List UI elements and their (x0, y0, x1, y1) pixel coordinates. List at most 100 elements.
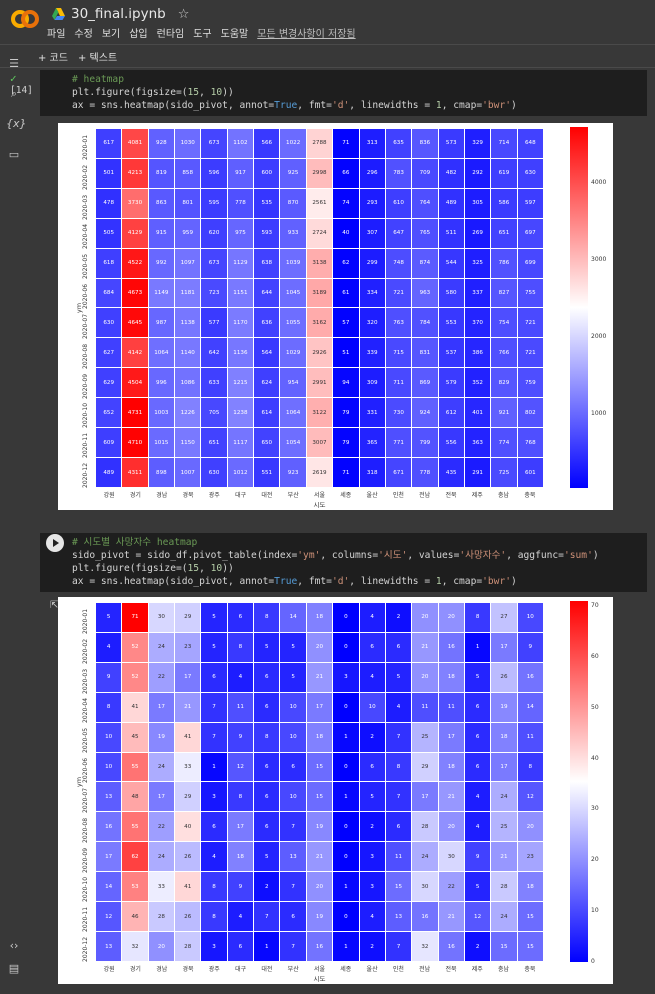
heatmap-cell: 29 (175, 603, 201, 632)
heatmap-cell: 2 (359, 722, 385, 752)
heatmap-cell: 721 (517, 338, 543, 368)
heatmap-cell: 8 (227, 632, 254, 662)
heatmap-cell: 4731 (122, 398, 148, 428)
add-code-button[interactable]: + 코드 (38, 53, 68, 64)
code-cell-1[interactable]: ✓ [14] # heatmap plt.figure(figsize=(15,… (10, 70, 647, 116)
x-tick-label: 경북 (182, 492, 194, 499)
menu-item[interactable]: 보기 (101, 29, 121, 40)
code-editor[interactable]: # heatmap plt.figure(figsize=(15, 10)) a… (40, 70, 647, 116)
terminal-icon[interactable]: ▤ (8, 962, 20, 975)
heatmap-cell: 8 (96, 692, 122, 722)
save-status[interactable]: 모든 변경사항이 저장됨 (257, 29, 356, 40)
left-sidebar: ☰ ⌕ {x} ▭ ‹› ▤ (0, 46, 28, 994)
heatmap-cell: 4504 (122, 368, 148, 398)
heatmap-cell: 21 (306, 662, 333, 692)
heatmap-cell: 8 (201, 872, 227, 902)
heatmap-cell: 651 (491, 218, 517, 248)
star-icon[interactable]: ☆ (177, 6, 190, 22)
heatmap-cell: 10 (96, 722, 122, 752)
colab-logo[interactable] (10, 8, 40, 30)
heatmap-cell: 5 (359, 782, 385, 812)
x-tick-label: 대전 (261, 492, 273, 499)
drive-icon (52, 8, 65, 20)
heatmap-cell: 638 (254, 248, 280, 278)
heatmap-grid: 617 4081 928 1030 673 1102 566 1022 2788 71 313 635… (96, 129, 543, 487)
add-text-button[interactable]: + 텍스트 (78, 53, 118, 64)
colorbar-tick: 50 (591, 703, 599, 711)
heatmap-cell: 511 (438, 218, 464, 248)
heatmap-cell: 577 (201, 308, 227, 338)
heatmap-cell: 10 (96, 752, 122, 782)
heatmap-cell: 6 (359, 632, 385, 662)
heatmap-cell: 619 (491, 158, 517, 188)
heatmap-cell: 10 (280, 722, 306, 752)
x-tick-label: 대구 (235, 966, 247, 973)
run-cell-button[interactable] (46, 534, 64, 552)
heatmap-cell: 14 (280, 603, 306, 632)
code-snippets-icon[interactable]: ‹› (9, 939, 19, 952)
heatmap-cell: 614 (254, 398, 280, 428)
heatmap-cell: 802 (517, 398, 543, 428)
heatmap-cell: 715 (385, 338, 412, 368)
heatmap-cell: 610 (385, 188, 412, 218)
menu-item[interactable]: 삽입 (129, 29, 148, 40)
search-icon[interactable]: ⌕ (10, 87, 18, 100)
heatmap-cell: 1012 (227, 458, 254, 487)
menu-item[interactable]: 런타임 (156, 29, 185, 40)
heatmap-grid: 5 71 30 29 5 6 8 14 18 0 4 2 20 20 8 27 10 4 52 24 23 5 8 5 5 20 0… (96, 603, 543, 961)
x-tick-label: 광주 (208, 492, 220, 499)
heatmap-cell: 331 (359, 398, 385, 428)
heatmap-cell: 32 (122, 932, 148, 961)
menu-item[interactable]: 도움말 (220, 29, 249, 40)
heatmap-cell: 642 (201, 338, 227, 368)
heatmap-cell: 1007 (175, 458, 201, 487)
menu-item[interactable]: 도구 (193, 29, 212, 40)
heatmap-cell: 26 (175, 902, 201, 932)
heatmap-cell: 4 (359, 902, 385, 932)
heatmap-cell: 55 (122, 752, 148, 782)
heatmap-cell: 6 (464, 752, 491, 782)
heatmap-cell: 52 (122, 632, 148, 662)
heatmap-cell: 8 (464, 603, 491, 632)
heatmap-cell: 799 (412, 428, 438, 458)
variables-icon[interactable]: {x} (6, 117, 27, 130)
heatmap-cell: 595 (201, 188, 227, 218)
heatmap-cell: 3 (201, 782, 227, 812)
heatmap-cell: 15 (517, 932, 543, 961)
output-menu-icon[interactable]: ⇱ (50, 600, 59, 611)
heatmap-cell: 923 (280, 458, 306, 487)
heatmap-cell: 71 (333, 129, 359, 158)
heatmap-cell: 3007 (306, 428, 333, 458)
menu-item[interactable]: 수정 (74, 29, 93, 40)
notebook-title[interactable]: 30_final.ipynb (71, 6, 166, 22)
heatmap-cell: 18 (438, 662, 464, 692)
heatmap-cell: 1015 (148, 428, 175, 458)
heatmap-cell: 25 (491, 812, 517, 842)
heatmap-cell: 62 (122, 842, 148, 872)
heatmap-cell: 553 (438, 308, 464, 338)
heatmap-cell: 684 (96, 278, 122, 308)
code-editor[interactable]: # 시도별 사망자수 heatmap sido_pivot = sido_df.… (40, 533, 647, 592)
table-of-contents-icon[interactable]: ☰ (9, 57, 19, 70)
menu-item[interactable]: 파일 (47, 29, 66, 40)
heatmap-cell: 618 (96, 248, 122, 278)
heatmap-cell: 19 (306, 812, 333, 842)
heatmap-cell: 23 (517, 842, 543, 872)
heatmap-cell: 1 (201, 752, 227, 782)
exec-status: ✓ [14] (10, 72, 33, 96)
heatmap-cell: 537 (438, 338, 464, 368)
heatmap-cell: 61 (333, 278, 359, 308)
files-icon[interactable]: ▭ (8, 148, 20, 161)
code-cell-2[interactable]: # 시도별 사망자수 heatmap sido_pivot = sido_df.… (40, 533, 647, 592)
heatmap-cell: 612 (438, 398, 464, 428)
heatmap-cell: 4 (201, 842, 227, 872)
heatmap-cell: 7 (254, 902, 280, 932)
heatmap-cell: 17 (491, 632, 517, 662)
colorbar-tick: 30 (591, 805, 599, 813)
heatmap-cell: 435 (438, 458, 464, 487)
heatmap-cell: 9 (517, 632, 543, 662)
heatmap-cell: 609 (96, 428, 122, 458)
heatmap-cell: 478 (96, 188, 122, 218)
y-tick-label: 2020-09 (82, 373, 89, 399)
heatmap-cell: 573 (438, 129, 464, 158)
